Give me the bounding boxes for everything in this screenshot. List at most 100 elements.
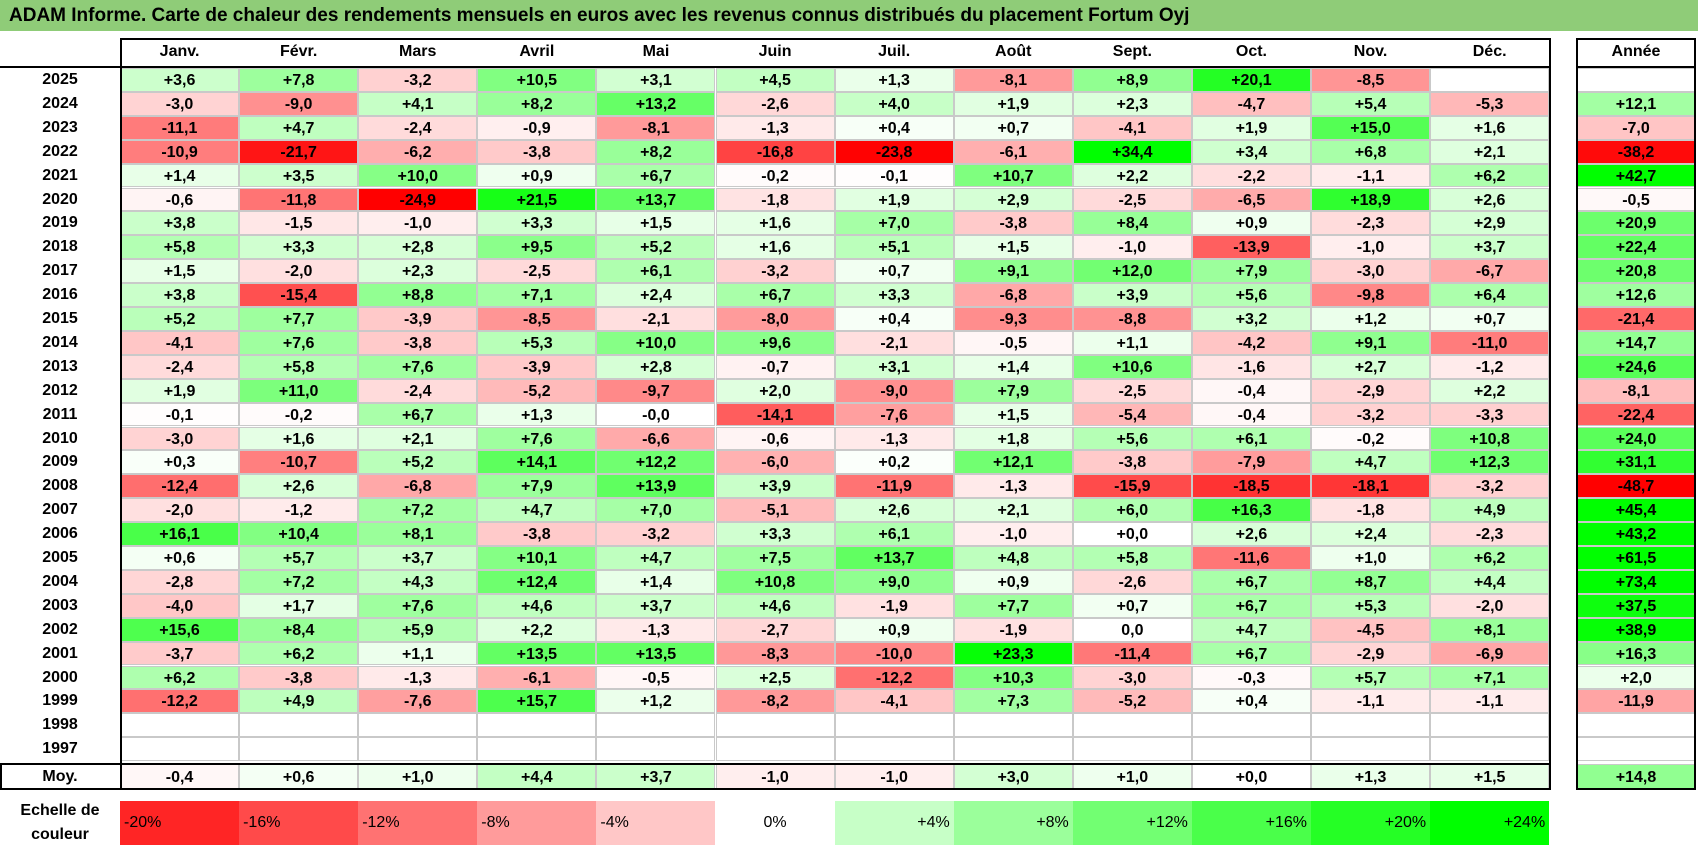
year-label: 2021 [42,166,78,184]
year-label: 2001 [42,644,78,662]
heatmap-cell: -3,0 [120,426,240,451]
average-cell: -1,0 [834,764,954,790]
heatmap-cell: -4,0 [120,593,240,618]
heatmap-cell: +0,0 [1072,522,1192,546]
heatmap-cell: +7,9 [1191,259,1311,284]
heatmap-cell: +7,8 [239,68,359,92]
average-cell: +3,7 [596,764,716,790]
heatmap-cell: -2,8 [120,569,240,594]
heatmap-cell: -18,5 [1191,474,1311,499]
heatmap-cell: -8,3 [715,641,835,666]
heatmap-cell [953,713,1073,738]
heatmap-cell: -1,3 [953,474,1073,499]
heatmap-cell: +13,5 [596,641,716,666]
heatmap-cell: +3,4 [1191,139,1311,164]
color-scale-swatch: +20% [1311,801,1431,845]
annual-cell: -21,4 [1576,307,1696,331]
heatmap-cell: +20,1 [1191,68,1311,92]
heatmap-cell: -0,5 [596,665,716,690]
year-label: 2008 [42,477,78,495]
heatmap-cell: +2,8 [358,235,478,260]
heatmap-cell: -3,8 [953,211,1073,236]
heatmap-cell: +1,6 [1430,115,1550,140]
year-label: 2010 [42,429,78,447]
heatmap-cell: -4,1 [120,330,240,355]
heatmap-cell: -6,5 [1191,187,1311,212]
heatmap-cell: +15,7 [477,689,597,714]
heatmap-cell: +15,6 [120,617,240,642]
heatmap-cell [1311,713,1431,738]
heatmap-cell: +4,6 [715,593,835,618]
heatmap-cell: +4,7 [596,546,716,570]
heatmap-cell: -1,8 [715,187,835,212]
annual-cell: -22,4 [1576,402,1696,427]
heatmap-cell: +21,5 [477,187,597,212]
heatmap-cell: +3,3 [715,522,835,546]
heatmap-cell: -9,3 [953,307,1073,331]
heatmap-cell: +3,3 [834,283,954,307]
heatmap-cell: -2,0 [120,498,240,523]
heatmap-cell [715,737,835,762]
heatmap-cell: +1,4 [953,354,1073,379]
month-header: Mai [642,43,670,60]
heatmap-cell [120,713,240,738]
heatmap-cell: +9,6 [715,330,835,355]
heatmap-cell: +4,3 [358,569,478,594]
month-header: Févr. [279,43,318,60]
heatmap-cell: +2,1 [358,426,478,451]
heatmap-cell: +12,4 [477,569,597,594]
heatmap-cell [1191,737,1311,762]
heatmap-cell: -3,3 [1430,402,1550,427]
heatmap-cell: +6,7 [1191,641,1311,666]
heatmap-cell: -6,1 [477,665,597,690]
heatmap-cell: -1,5 [239,211,359,236]
heatmap-cell: -3,2 [1430,474,1550,499]
heatmap-cell: -11,4 [1072,641,1192,666]
heatmap-cell: -12,4 [120,474,240,499]
heatmap-cell [1430,713,1550,738]
heatmap-cell: -2,1 [596,307,716,331]
annual-cell: -0,5 [1576,187,1696,212]
year-label: 2007 [42,501,78,519]
month-header: Avril [519,43,555,60]
heatmap-cell: -1,0 [953,522,1073,546]
heatmap-cell: +5,2 [596,235,716,260]
heatmap-cell: +1,1 [1072,330,1192,355]
heatmap-cell: -2,3 [1430,522,1550,546]
heatmap-cell: +4,1 [358,91,478,116]
heatmap-cell: +0,6 [120,546,240,570]
heatmap-cell: +6,2 [1430,546,1550,570]
year-label: 2020 [42,190,78,208]
heatmap-cell: -10,9 [120,139,240,164]
heatmap-cell: -0,1 [834,163,954,188]
heatmap-cell [1072,737,1192,762]
heatmap-cell: +10,0 [596,330,716,355]
heatmap-cell: -5,1 [715,498,835,523]
year-total-header: Année [1611,43,1661,60]
heatmap-cell [358,713,478,738]
heatmap-cell: -2,5 [1072,378,1192,403]
heatmap-cell [239,737,359,762]
heatmap-cell: -8,1 [953,68,1073,92]
heatmap-cell: -8,5 [1311,68,1431,92]
annual-cell [1576,68,1696,92]
heatmap-cell: -6,7 [1430,259,1550,284]
annual-cell: +2,0 [1576,665,1696,690]
heatmap-cell: -3,7 [120,641,240,666]
heatmap-cell [834,737,954,762]
heatmap-cell: +7,2 [358,498,478,523]
heatmap-cell: +2,4 [596,283,716,307]
heatmap-cell: +7,7 [953,593,1073,618]
heatmap-cell: -6,0 [715,450,835,475]
color-scale-swatch: 0% [715,801,835,845]
heatmap-cell: +10,1 [477,546,597,570]
heatmap-cell: +0,4 [834,307,954,331]
heatmap-cell: -15,9 [1072,474,1192,499]
heatmap-cell: -1,0 [1072,235,1192,260]
annual-cell: +73,4 [1576,569,1696,594]
annual-cell: +20,8 [1576,259,1696,284]
year-label: 2004 [42,572,78,590]
annual-cell: +16,3 [1576,641,1696,666]
heatmap-cell: +7,9 [477,474,597,499]
heatmap-cell: +0,7 [953,115,1073,140]
